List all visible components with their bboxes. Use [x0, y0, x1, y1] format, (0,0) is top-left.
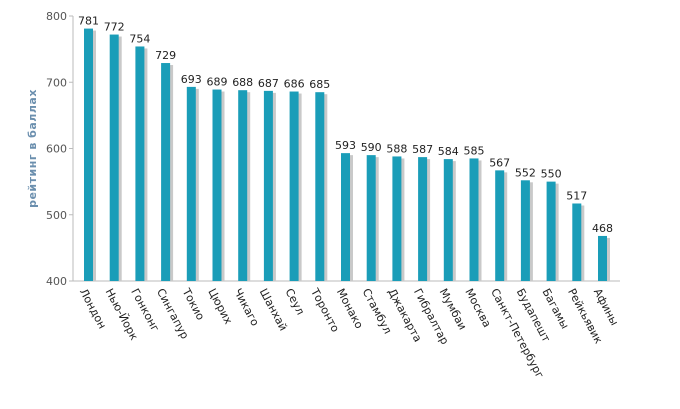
bar	[572, 203, 582, 281]
value-label: 686	[284, 78, 305, 91]
value-label: 781	[78, 15, 99, 28]
y-axis-title: рейтинг в баллах	[26, 89, 39, 208]
value-label: 517	[566, 189, 587, 202]
value-label: 693	[181, 73, 202, 86]
bar	[443, 159, 453, 281]
x-tick-label: Цюрих	[205, 286, 235, 326]
bar	[520, 180, 530, 281]
y-tick-label: 600	[46, 143, 67, 156]
bars	[84, 28, 610, 282]
bar	[212, 89, 222, 281]
bar	[392, 156, 402, 281]
value-label: 685	[309, 78, 330, 91]
bar	[135, 46, 145, 281]
bar	[469, 158, 479, 281]
value-label: 687	[258, 77, 279, 90]
bar	[263, 90, 273, 281]
value-label: 468	[592, 222, 613, 235]
bar	[546, 181, 556, 281]
bar	[186, 86, 196, 281]
y-tick-label: 700	[46, 76, 67, 89]
bar	[109, 34, 119, 281]
x-axis-labels: ЛондонНью-ЙоркГонконгСингапурТокиоЦюрихЧ…	[77, 285, 621, 380]
x-tick-label: Токио	[179, 285, 207, 322]
bar	[495, 170, 505, 281]
value-label: 567	[489, 156, 510, 169]
value-label: 590	[361, 141, 382, 154]
bar	[238, 90, 248, 281]
value-label: 587	[412, 143, 433, 156]
bar	[418, 157, 428, 281]
bar	[84, 28, 93, 282]
y-tick-label: 400	[46, 275, 67, 288]
y-axis: 400 500 600 700 800	[46, 10, 620, 288]
value-label: 689	[207, 76, 228, 89]
value-label: 688	[232, 76, 253, 89]
value-labels: 781 772 754 729 693 689 688 687 686 685 593 590 588 5…	[78, 15, 613, 235]
value-label: 584	[438, 145, 459, 158]
value-label: 729	[155, 49, 176, 62]
value-label: 585	[464, 144, 485, 157]
value-label: 754	[129, 32, 150, 45]
value-label: 588	[386, 142, 407, 155]
value-label: 552	[515, 166, 536, 179]
x-tick-label: Сеул	[282, 286, 307, 317]
bar	[341, 153, 350, 281]
y-tick-label: 500	[46, 209, 67, 222]
bar	[315, 92, 325, 281]
value-label: 550	[541, 168, 562, 181]
bar	[366, 155, 376, 281]
y-tick-label: 800	[46, 10, 67, 23]
bar	[598, 235, 607, 281]
bar	[161, 63, 171, 281]
value-label: 772	[104, 21, 125, 34]
bar	[289, 91, 299, 282]
value-label: 593	[335, 139, 356, 152]
